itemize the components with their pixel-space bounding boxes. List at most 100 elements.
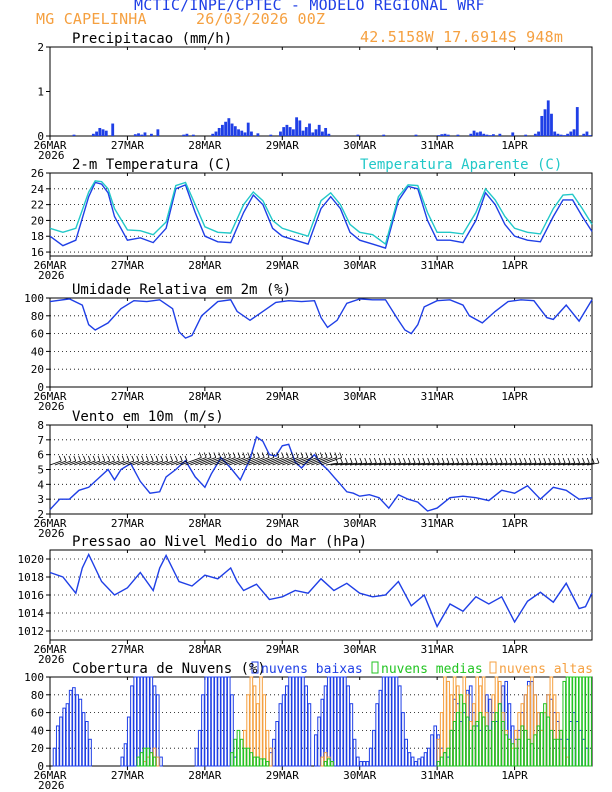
precip-bar: [469, 133, 473, 136]
x-tick-label: 28MAR: [188, 259, 221, 272]
cloud-bar-2: [552, 738, 557, 767]
precip-bar: [327, 133, 331, 136]
wind-barb: [277, 457, 299, 466]
wind-barb: [330, 462, 343, 466]
x-tick-label: 1APR: [501, 643, 528, 656]
wind-barb-flag: [121, 455, 125, 462]
precip-bar: [414, 134, 418, 136]
wind-barb-flag: [417, 457, 421, 464]
wind-barb: [398, 462, 411, 466]
cloud-bar-2: [236, 729, 241, 767]
precip-bar: [566, 133, 570, 136]
cloud-bar-2: [510, 743, 515, 767]
precip-bar: [140, 134, 144, 136]
cloud-bar-2: [233, 738, 238, 767]
wind-barb: [146, 460, 159, 466]
wind-barb-flag: [78, 455, 82, 462]
precip-bar: [511, 132, 515, 136]
cloud-bar-2: [139, 752, 144, 767]
wind-barb-flag: [344, 457, 348, 464]
wind-barb-flag: [266, 452, 270, 458]
wind-barb: [204, 457, 226, 466]
wind-barb: [243, 457, 265, 466]
wind-barb-flag: [519, 457, 522, 464]
year-label: 2026: [38, 269, 65, 282]
cloud-bar-2: [439, 756, 444, 767]
wind-barb-flag: [68, 455, 72, 462]
wind-barb-flag: [141, 455, 144, 462]
wind-barb-flag: [319, 452, 323, 458]
precip-bar: [191, 134, 195, 136]
precip-bar: [224, 121, 228, 136]
wind-barb: [103, 460, 115, 466]
precip-bar: [382, 134, 386, 136]
run-date: 26/03/2026 00Z: [196, 10, 326, 28]
cloud-bar-2: [230, 752, 234, 767]
x-tick-label: 27MAR: [111, 517, 144, 530]
wind-barb-flag: [198, 452, 202, 458]
wind-barb: [359, 462, 372, 466]
precip-bar: [582, 133, 586, 136]
wind-barb: [354, 462, 367, 466]
wind-barb: [529, 462, 541, 466]
cloud-bar-2: [255, 756, 260, 767]
wind-barb-flag: [218, 452, 222, 458]
precip-bar: [485, 134, 489, 136]
wind-barb-flag: [310, 452, 314, 458]
wind-barb: [572, 462, 585, 466]
wind-barb: [577, 462, 590, 466]
panel-6: [46, 661, 593, 770]
wind-barb-flag: [160, 455, 164, 462]
cloud-bar-2: [546, 716, 550, 767]
x-tick-label: 1APR: [501, 259, 528, 272]
wind-barb-flag: [494, 457, 498, 464]
x-tick-label: 29MAR: [266, 390, 299, 403]
cloud-bar-2: [449, 729, 454, 767]
precip-bar: [217, 127, 221, 136]
y-tick-label: 100: [24, 671, 44, 684]
wind-barb: [214, 457, 236, 466]
wind-barb-flag: [548, 457, 551, 464]
x-tick-label: 28MAR: [188, 390, 221, 403]
wind-barb: [383, 462, 396, 466]
wind-barb-flag: [465, 457, 469, 464]
cloud-bar-1: [130, 685, 134, 767]
cloud-bar-1: [333, 676, 338, 767]
wind-barb: [306, 457, 328, 466]
wind-barb: [311, 457, 333, 466]
wind-barb: [345, 462, 358, 466]
cloud-bar-2: [239, 738, 244, 767]
cloud-bar-3: [252, 685, 257, 767]
precip-bar: [288, 127, 292, 136]
precip-bar: [72, 134, 76, 136]
cloud-bar-2: [507, 738, 512, 767]
x-tick-label: 27MAR: [111, 643, 144, 656]
series-line-1: [49, 552, 593, 629]
wind-barb-flag: [432, 457, 435, 464]
wind-barb: [257, 457, 279, 466]
precip-bar: [279, 131, 282, 136]
cloud-bar-1: [330, 676, 334, 767]
wind-barb-flag: [553, 457, 556, 464]
wind-barb-flag: [203, 452, 207, 458]
y-tick-label: 18: [31, 230, 44, 243]
precip-bar: [101, 129, 105, 136]
x-tick-label: 27MAR: [111, 390, 144, 403]
wind-barb-flag: [247, 452, 251, 458]
x-tick-label: 26MAR: [33, 139, 66, 152]
wind-barb: [364, 462, 377, 466]
x-tick-label: 1APR: [501, 390, 528, 403]
precip-bar: [233, 126, 237, 136]
wind-barb: [161, 460, 173, 466]
wind-barb: [480, 462, 493, 466]
wind-barb-flag: [329, 452, 333, 458]
y-tick-label: 1018: [18, 571, 45, 584]
wind-barb-flag: [237, 452, 241, 458]
wind-barb: [74, 460, 86, 466]
panel-4: [46, 424, 600, 518]
wind-barb: [417, 462, 430, 466]
wind-barb: [228, 457, 250, 466]
precip-bar: [150, 133, 153, 136]
wind-barb: [238, 457, 260, 466]
precip-bar: [472, 130, 476, 136]
